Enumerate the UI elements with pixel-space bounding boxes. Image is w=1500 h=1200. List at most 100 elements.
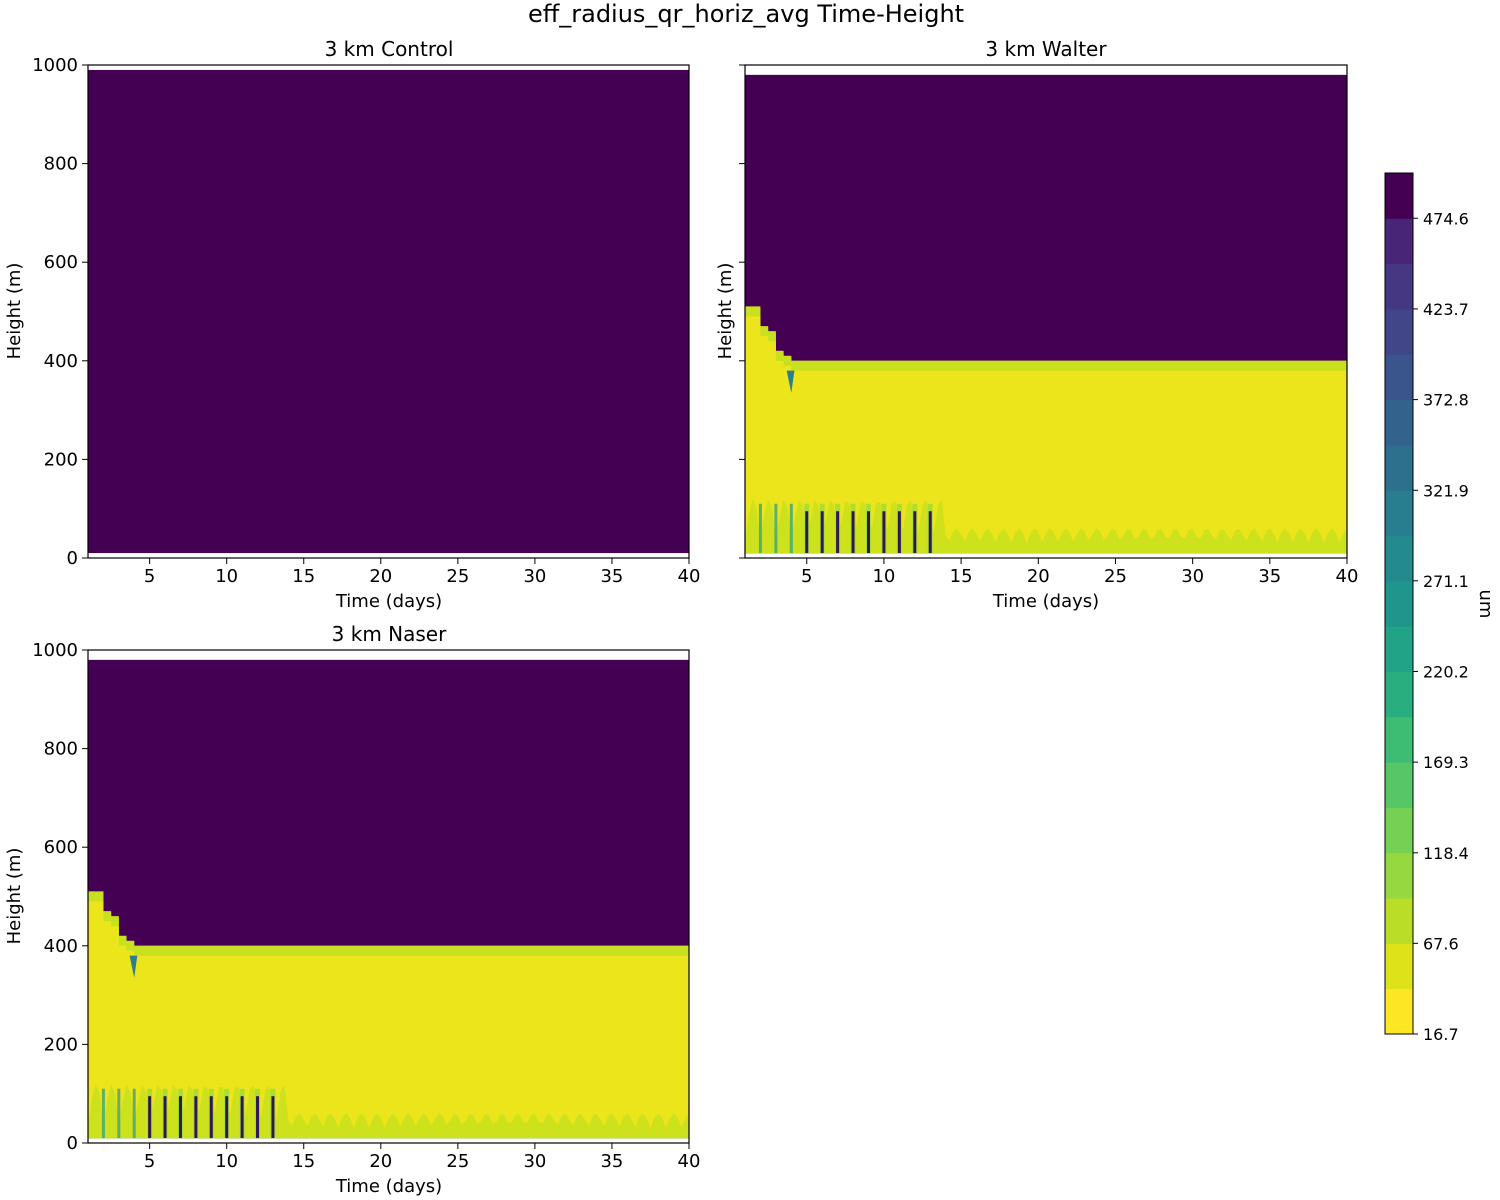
- dip-feature: [129, 955, 138, 978]
- axes-frame: [87, 649, 690, 1144]
- y-tick-label: 800: [44, 154, 78, 175]
- streak-faint: [101, 1088, 105, 1139]
- panel-title: 3 km Control: [325, 37, 454, 61]
- y-tick-label: 600: [44, 837, 78, 858]
- x-tick-label: 30: [523, 566, 546, 587]
- colorbar-level: [1385, 762, 1413, 808]
- colorbar-level: [1385, 354, 1413, 401]
- x-tick-label: 35: [1258, 566, 1281, 587]
- panel-title: 3 km Naser: [332, 622, 447, 646]
- x-tick-label: 40: [1336, 566, 1359, 587]
- colorbar-level: [1385, 580, 1413, 627]
- streak: [820, 511, 824, 554]
- colorbar-level: [1385, 218, 1413, 265]
- x-tick-label: 40: [678, 566, 701, 587]
- colorbar-tick-label: 321.9: [1423, 481, 1469, 500]
- colorbar-level: [1385, 263, 1413, 310]
- y-axis-label: Height (m): [4, 848, 25, 945]
- streak-faint: [789, 503, 793, 554]
- streak: [913, 511, 917, 554]
- panel-title: 3 km Walter: [985, 37, 1107, 61]
- x-tick-label: 35: [600, 1151, 623, 1172]
- colorbar-tick-label: 220.2: [1423, 662, 1469, 681]
- x-tick-label: 30: [523, 1151, 546, 1172]
- y-tick-label: 200: [44, 1034, 78, 1055]
- streak: [256, 1096, 260, 1139]
- streak: [209, 1096, 213, 1139]
- lower-layer: [88, 901, 689, 1139]
- streak: [194, 1096, 198, 1139]
- surface-noise: [88, 1083, 689, 1139]
- streak-faint: [758, 503, 762, 554]
- colorbar-level: [1385, 807, 1413, 854]
- y-tick-label: 1000: [32, 55, 78, 76]
- panel-control: 3 km Control Time (days) Height (m) 5 10 1…: [4, 37, 700, 612]
- x-axis-label: Time (days): [335, 591, 442, 612]
- dip-feature: [786, 370, 795, 393]
- streak: [928, 511, 932, 554]
- colorbar-tick-label: 67.6: [1423, 934, 1459, 953]
- y-axis-label: Height (m): [715, 263, 736, 360]
- colorbar-tick-label: 372.8: [1423, 391, 1469, 410]
- x-tick-label: 20: [369, 566, 392, 587]
- y-tick-label: 0: [67, 548, 78, 569]
- x-tick-label: 10: [872, 566, 895, 587]
- x-tick-label: 20: [369, 1151, 392, 1172]
- colorbar-tick-label: 16.7: [1423, 1025, 1459, 1044]
- x-tick-label: 15: [292, 1151, 315, 1172]
- colorbar-level: [1385, 444, 1413, 491]
- plot-area: [88, 69, 689, 554]
- colorbar-tick-label: 271.1: [1423, 572, 1469, 591]
- panel-naser: 3 km Naser Time (days) Height (m) 5 10 15 2…: [4, 622, 700, 1197]
- streak: [897, 511, 901, 554]
- colorbar-level: [1385, 852, 1413, 899]
- surface-noise: [745, 498, 1347, 554]
- colorbar-level: [1385, 988, 1413, 1035]
- colorbar-frame: [1384, 172, 1414, 1035]
- streak: [240, 1096, 244, 1139]
- x-tick-label: 25: [446, 1151, 469, 1172]
- lower-layer: [745, 316, 1347, 554]
- y-tick-label: 400: [44, 936, 78, 957]
- y-tick-label: 600: [44, 252, 78, 273]
- x-tick-label: 5: [144, 566, 155, 587]
- x-tick-label: 40: [678, 1151, 701, 1172]
- streak: [163, 1096, 167, 1139]
- colorbar: um 16.7 67.6 118.4 169.3 220.2 271.1 321.9 372.…: [1384, 172, 1496, 1044]
- x-tick-label: 25: [1104, 566, 1127, 587]
- x-tick-label: 15: [950, 566, 973, 587]
- streak: [225, 1096, 229, 1139]
- x-axis-label: Time (days): [335, 1176, 442, 1197]
- y-tick-label: 800: [44, 739, 78, 760]
- x-tick-label: 35: [600, 566, 623, 587]
- x-tick-label: 15: [292, 566, 315, 587]
- streak-faint: [132, 1088, 136, 1139]
- y-tick-label: 200: [44, 449, 78, 470]
- streak: [148, 1096, 152, 1139]
- y-axis-label: Height (m): [4, 263, 25, 360]
- colorbar-tick-label: 423.7: [1423, 300, 1469, 319]
- colorbar-level: [1385, 943, 1413, 990]
- plot-area: [88, 659, 689, 1139]
- streak-faint: [774, 503, 778, 554]
- x-tick-label: 10: [215, 1151, 238, 1172]
- x-tick-label: 25: [446, 566, 469, 587]
- axes-frame: [87, 64, 690, 559]
- y-tick-label: 0: [67, 1133, 78, 1154]
- colorbar-tick-label: 118.4: [1423, 844, 1469, 863]
- streak: [866, 511, 870, 554]
- colorbar-level: [1385, 716, 1413, 763]
- upper-field: [88, 69, 689, 554]
- colorbar-level: [1385, 535, 1413, 582]
- y-tick-label: 400: [44, 351, 78, 372]
- streak: [851, 511, 855, 554]
- colorbar-level: [1385, 399, 1413, 446]
- colorbar-tick-label: 169.3: [1423, 753, 1469, 772]
- x-tick-label: 5: [144, 1151, 155, 1172]
- y-tick-label: 1000: [32, 640, 78, 661]
- streak: [271, 1096, 275, 1139]
- colorbar-level: [1385, 173, 1413, 219]
- colorbar-level: [1385, 671, 1413, 718]
- panel-walter: 3 km Walter Time (days) Height (m) 5 10 15…: [715, 37, 1358, 612]
